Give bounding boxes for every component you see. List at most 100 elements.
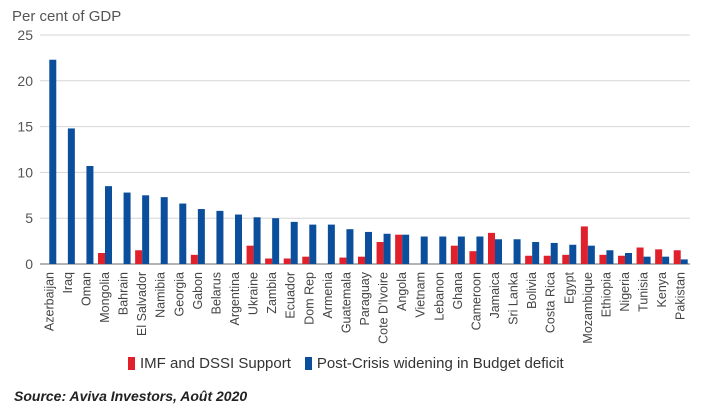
x-tick-label: Georgia (172, 272, 186, 317)
legend-swatch-imf (128, 357, 135, 370)
x-tick-label: Jamaica (488, 272, 502, 319)
bars (49, 59, 688, 265)
bar-imf-bolivia (525, 255, 533, 264)
bar-budget-bahrain (123, 192, 131, 264)
x-tick-label: Cote D'Ivoire (377, 272, 391, 344)
bar-budget-ethiopia (606, 250, 614, 264)
bar-budget-cameroon (476, 236, 484, 264)
bar-budget-argentina (235, 214, 242, 264)
y-tick-label: 25 (17, 27, 33, 43)
bar-imf-ethiopia (599, 254, 607, 264)
bar-imf-tunisia (636, 247, 644, 264)
bar-imf-cote-d-ivoire (376, 242, 384, 264)
bar-budget-mongolia (105, 186, 112, 264)
x-tick-labels: Azerbaijan Iraq Oman Mongolia Bahrain El Salv… (42, 271, 687, 344)
x-tick-label: Ethiopia (599, 272, 613, 317)
y-axis-title: Per cent of GDP (12, 8, 121, 25)
bar-imf-nigeria (618, 255, 625, 264)
x-tick-label: Oman (79, 272, 93, 306)
x-tick-label: Costa Rica (544, 272, 558, 333)
bar-imf-dom-rep (302, 256, 310, 264)
bar-budget-belarus (216, 210, 224, 264)
x-tick-label: Dom Rep (302, 272, 316, 325)
x-tick-label: Bahrain (117, 272, 131, 315)
x-tick-label: Guatemala (339, 272, 353, 333)
bar-budget-armenia (327, 224, 335, 264)
x-tick-label: Cameroon (469, 272, 483, 330)
x-tick-label: Iraq (61, 272, 75, 294)
bar-imf-egypt (562, 254, 570, 264)
bar-imf-ukraine (246, 245, 254, 264)
bar-budget-mozambique (587, 245, 595, 264)
y-tick-labels: 0 5 10 15 20 25 (17, 27, 33, 272)
bar-budget-nigeria (625, 253, 632, 264)
bar-imf-pakistan (673, 250, 681, 264)
x-tick-label: Mozambique (581, 272, 595, 344)
bar-budget-sri-lanka (513, 239, 521, 264)
legend-swatch-budget (304, 357, 312, 370)
x-tick-label: Armenia (321, 272, 335, 319)
bar-budget-zambia (272, 218, 280, 264)
x-tick-label: Tunisia (637, 272, 651, 312)
bar-chart: Per cent of GDP 0 5 10 15 20 25 Azerbaijan Ira… (12, 8, 690, 344)
source-note: Source: Aviva Investors, Août 2020 (14, 388, 248, 404)
bar-budget-guatemala (346, 229, 354, 264)
x-tick-label: Gabon (191, 272, 205, 310)
y-tick-label: 0 (25, 256, 33, 272)
bar-imf-cameroon (469, 251, 477, 264)
x-tick-label: Namibia (154, 272, 168, 318)
bar-budget-bolivia (532, 242, 540, 264)
bar-budget-namibia (160, 197, 168, 264)
bar-imf-ghana (450, 245, 458, 264)
bar-budget-lebanon (439, 236, 447, 264)
bar-imf-zambia (265, 258, 273, 264)
y-tick-label: 15 (17, 119, 33, 135)
bar-budget-jamaica (495, 239, 502, 264)
bar-budget-ecuador (290, 221, 298, 264)
x-tick-label: Azerbaijan (42, 272, 56, 331)
bar-budget-ukraine (253, 217, 261, 264)
bar-budget-iraq (67, 128, 75, 264)
x-tick-label: Argentina (228, 272, 242, 326)
x-tick-label: El Salvador (135, 272, 149, 336)
x-tick-label: Angola (395, 272, 409, 311)
x-tick-label: Paraguay (358, 271, 372, 325)
x-tick-label: Ecuador (284, 272, 298, 319)
bar-budget-paraguay (365, 231, 372, 264)
legend-label-budget: Post-Crisis widening in Budget deficit (316, 355, 564, 372)
bar-imf-guatemala (339, 257, 347, 264)
bar-budget-costa-rica (550, 242, 558, 264)
x-tick-label: Sri Lanka (507, 272, 521, 325)
legend-label-imf: IMF and DSSI Support (140, 355, 291, 372)
bar-budget-vietnam (420, 236, 428, 264)
x-tick-label: Nigeria (618, 272, 632, 312)
x-tick-label: Belarus (209, 272, 223, 314)
bar-imf-ecuador (283, 258, 291, 264)
x-tick-label: Zambia (265, 272, 279, 314)
bar-imf-paraguay (358, 256, 365, 264)
x-tick-label: Bolivia (525, 272, 539, 309)
bar-imf-jamaica (488, 232, 495, 264)
bar-budget-egypt (569, 244, 577, 264)
bar-budget-el-salvador (142, 195, 150, 264)
bar-budget-azerbaijan (49, 59, 57, 265)
bar-budget-ghana (457, 236, 465, 264)
legend: IMF and DSSI Support Post-Crisis widenin… (128, 355, 578, 372)
bar-imf-el-salvador (135, 250, 143, 264)
y-tick-label: 20 (17, 73, 33, 89)
legend-item-imf: IMF and DSSI Support (128, 355, 291, 372)
bar-budget-gabon (197, 209, 205, 264)
gridlines (40, 34, 690, 265)
x-tick-label: Ukraine (247, 272, 261, 315)
y-tick-label: 5 (25, 210, 33, 226)
bar-budget-angola (402, 234, 410, 264)
y-tick-label: 10 (17, 164, 33, 180)
bar-imf-mongolia (98, 253, 105, 264)
bar-imf-kenya (655, 249, 663, 264)
bar-budget-tunisia (643, 256, 651, 264)
bar-imf-mozambique (580, 226, 588, 264)
bar-budget-cote-d-ivoire (383, 233, 391, 264)
legend-item-budget: Post-Crisis widening in Budget deficit (304, 355, 564, 372)
x-tick-label: Lebanon (432, 272, 446, 321)
bar-imf-gabon (190, 254, 198, 264)
